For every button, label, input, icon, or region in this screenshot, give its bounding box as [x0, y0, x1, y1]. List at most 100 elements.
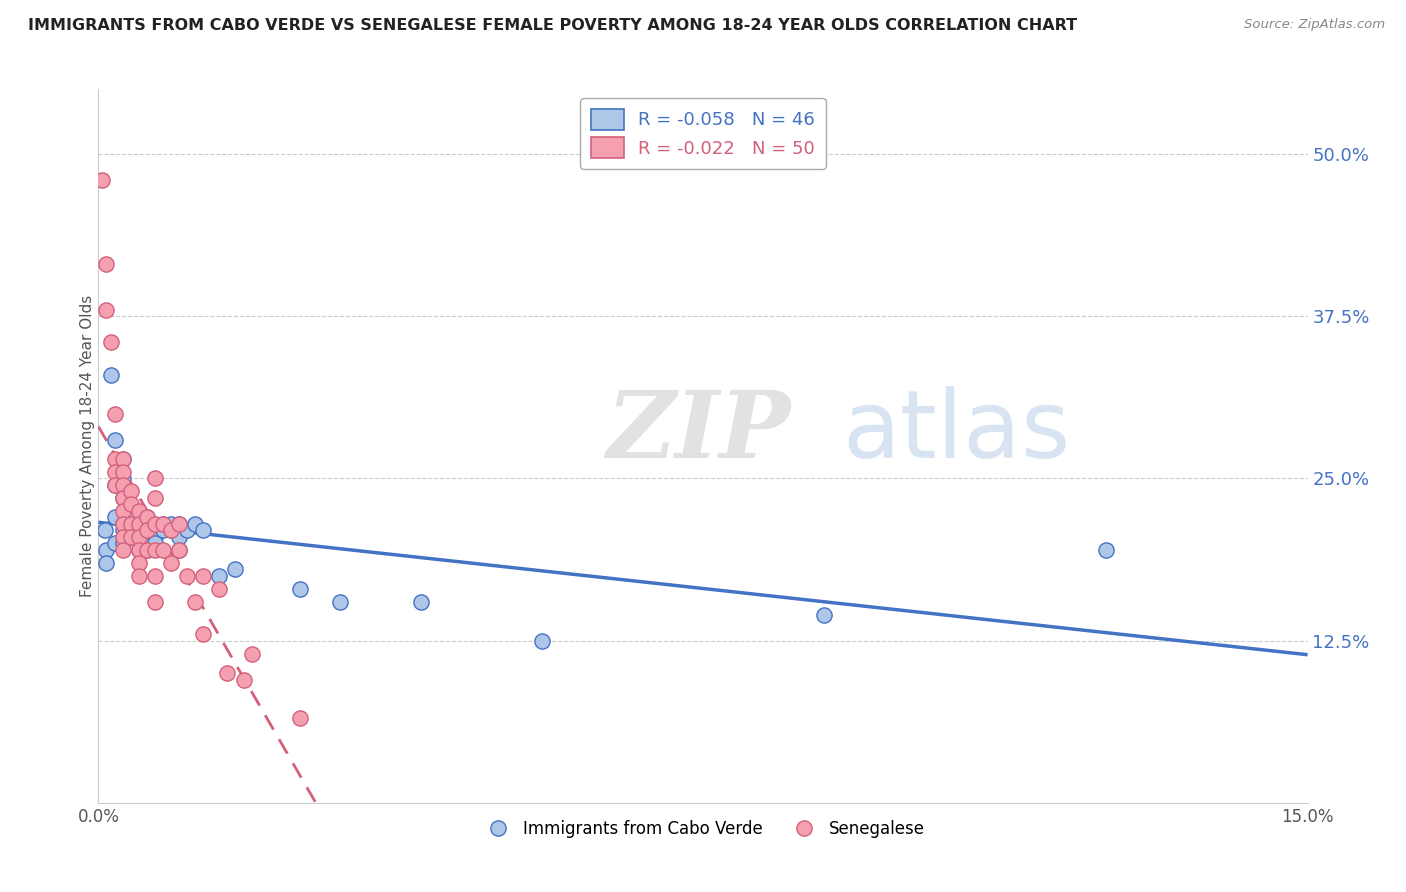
Point	[135, 510, 157, 524]
Point	[167, 530, 190, 544]
Point	[100, 335, 122, 350]
Point	[813, 607, 835, 622]
Point	[128, 542, 150, 557]
Point	[143, 491, 166, 505]
Point	[143, 516, 166, 531]
Y-axis label: Female Poverty Among 18-24 Year Olds: Female Poverty Among 18-24 Year Olds	[80, 295, 94, 597]
Point	[111, 516, 134, 531]
Point	[96, 542, 118, 557]
Point	[111, 478, 134, 492]
Point	[96, 556, 118, 570]
Point	[103, 510, 125, 524]
Point	[103, 478, 125, 492]
Point	[329, 595, 352, 609]
Point	[111, 524, 134, 538]
Point	[135, 524, 157, 538]
Point	[217, 666, 239, 681]
Point	[135, 542, 157, 557]
Point	[184, 516, 207, 531]
Point	[135, 542, 157, 557]
Point	[152, 516, 174, 531]
Point	[111, 530, 134, 544]
Point	[120, 484, 142, 499]
Point	[224, 562, 246, 576]
Point	[143, 524, 166, 538]
Point	[111, 516, 134, 531]
Point	[176, 524, 198, 538]
Point	[96, 257, 118, 271]
Point	[160, 524, 183, 538]
Point	[128, 524, 150, 538]
Point	[111, 542, 134, 557]
Point	[128, 568, 150, 582]
Point	[96, 302, 118, 317]
Point	[111, 491, 134, 505]
Point	[530, 633, 553, 648]
Point	[240, 647, 263, 661]
Point	[152, 516, 174, 531]
Point	[184, 595, 207, 609]
Point	[152, 524, 174, 538]
Point	[111, 491, 134, 505]
Point	[193, 568, 215, 582]
Point	[143, 471, 166, 485]
Point	[143, 595, 166, 609]
Point	[128, 516, 150, 531]
Point	[160, 516, 183, 531]
Point	[128, 530, 150, 544]
Point	[128, 542, 150, 557]
Point	[111, 452, 134, 467]
Point	[128, 530, 150, 544]
Point	[120, 524, 142, 538]
Point	[128, 516, 150, 531]
Text: Source: ZipAtlas.com: Source: ZipAtlas.com	[1244, 18, 1385, 31]
Point	[409, 595, 432, 609]
Point	[176, 568, 198, 582]
Point	[143, 536, 166, 550]
Point	[120, 497, 142, 511]
Point	[232, 673, 254, 687]
Point	[111, 504, 134, 518]
Point	[111, 471, 134, 485]
Point	[167, 516, 190, 531]
Point	[100, 368, 122, 382]
Point	[103, 452, 125, 467]
Point	[1095, 542, 1118, 557]
Point	[120, 516, 142, 531]
Point	[135, 510, 157, 524]
Point	[103, 433, 125, 447]
Point	[193, 627, 215, 641]
Point	[128, 556, 150, 570]
Point	[143, 530, 166, 544]
Point	[160, 556, 183, 570]
Point	[143, 568, 166, 582]
Point	[103, 536, 125, 550]
Point	[103, 478, 125, 492]
Point	[160, 524, 183, 538]
Point	[143, 542, 166, 557]
Point	[167, 542, 190, 557]
Point	[288, 582, 311, 596]
Point	[94, 524, 117, 538]
Text: atlas: atlas	[842, 385, 1070, 478]
Point	[103, 407, 125, 421]
Point	[111, 465, 134, 479]
Text: ZIP: ZIP	[606, 387, 790, 476]
Point	[120, 530, 142, 544]
Point	[128, 504, 150, 518]
Point	[120, 510, 142, 524]
Point	[91, 173, 114, 187]
Legend: Immigrants from Cabo Verde, Senegalese: Immigrants from Cabo Verde, Senegalese	[474, 814, 932, 845]
Point	[111, 536, 134, 550]
Point	[167, 516, 190, 531]
Point	[111, 452, 134, 467]
Point	[135, 536, 157, 550]
Point	[120, 530, 142, 544]
Point	[208, 568, 231, 582]
Point	[167, 542, 190, 557]
Point	[288, 711, 311, 725]
Text: IMMIGRANTS FROM CABO VERDE VS SENEGALESE FEMALE POVERTY AMONG 18-24 YEAR OLDS CO: IMMIGRANTS FROM CABO VERDE VS SENEGALESE…	[28, 18, 1077, 33]
Point	[135, 524, 157, 538]
Point	[152, 542, 174, 557]
Point	[103, 465, 125, 479]
